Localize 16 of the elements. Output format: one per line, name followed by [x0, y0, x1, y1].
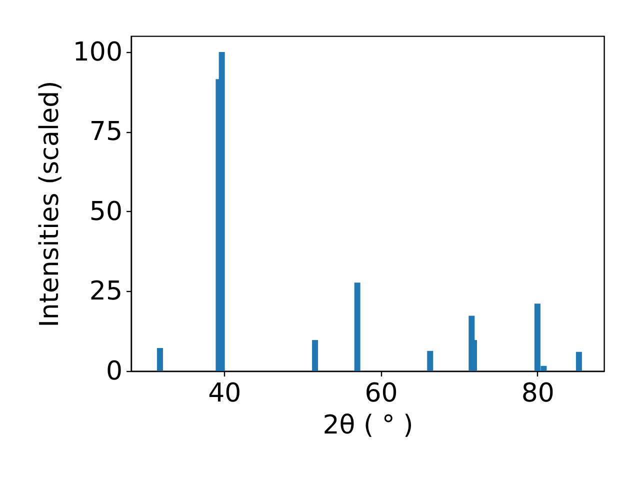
- bar: [312, 340, 318, 371]
- y-axis-title: Intensities (scaled): [34, 80, 65, 328]
- y-tick-label: 50: [89, 196, 122, 227]
- bar: [427, 350, 434, 371]
- bar: [218, 52, 225, 371]
- x-tick-label: 80: [521, 378, 554, 408]
- x-tick-label: 60: [364, 378, 398, 408]
- bar: [576, 352, 582, 371]
- bar: [156, 348, 163, 371]
- x-axis-title: 2θ ( ° ): [322, 410, 414, 440]
- y-tick-label: 25: [89, 276, 122, 307]
- bar: [354, 282, 360, 371]
- x-tick-label: 40: [208, 378, 242, 408]
- y-tick-label: 0: [106, 356, 122, 386]
- y-tick-label: 100: [72, 37, 122, 68]
- y-tick-label: 75: [89, 117, 122, 148]
